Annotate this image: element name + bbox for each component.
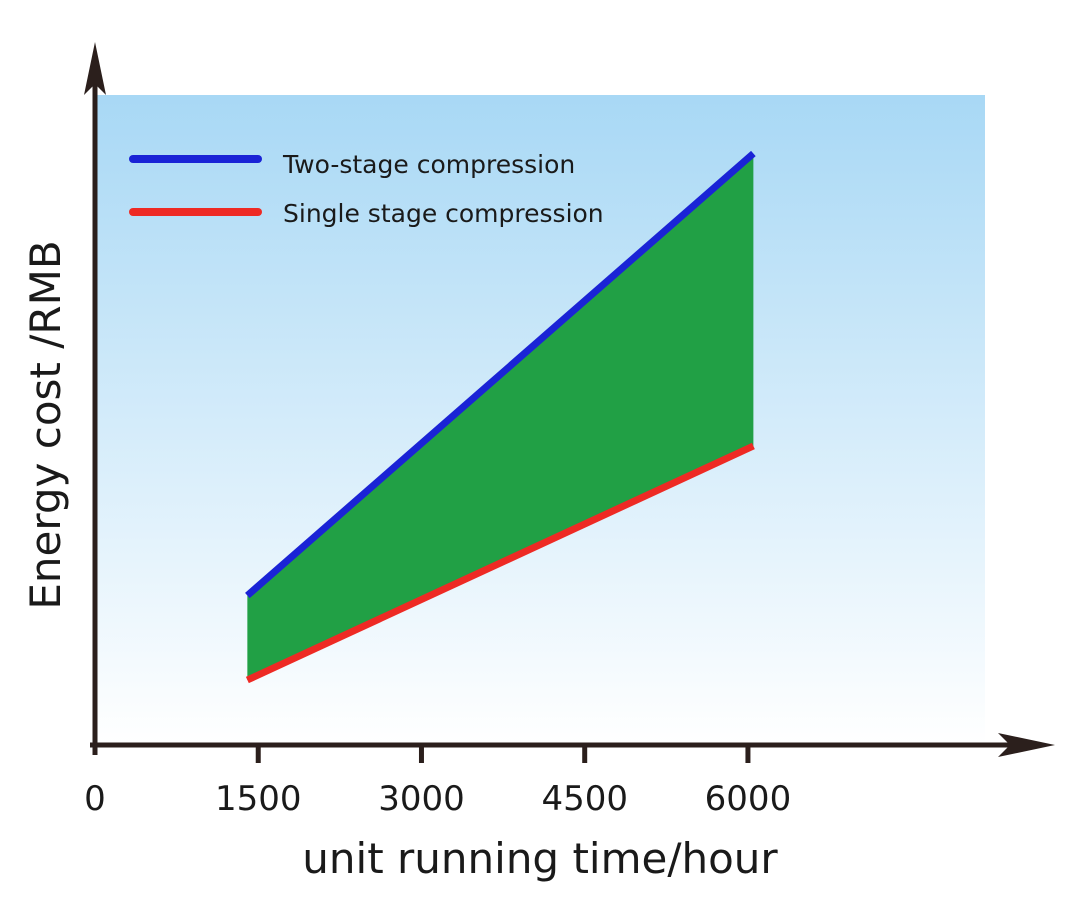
x-tick-label-3000: 3000: [378, 779, 465, 819]
origin-label: 0: [84, 779, 106, 819]
legend-label-single-stage: Single stage compression: [283, 199, 604, 228]
x-tick-label-6000: 6000: [705, 779, 792, 819]
x-tick-label-4500: 4500: [541, 779, 628, 819]
x-ticks: [255, 745, 751, 763]
y-axis-arrowhead: [84, 42, 106, 95]
legend: Two-stage compression Single stage compr…: [129, 150, 604, 228]
savings-fill-area: [247, 153, 754, 680]
y-axis-title: Energy cost /RMB: [21, 240, 70, 609]
x-tick-label-1500: 1500: [215, 779, 302, 819]
x-axis-arrowhead: [998, 733, 1055, 757]
legend-label-two-stage: Two-stage compression: [282, 150, 575, 179]
series-line-two-stage-compression: [245, 150, 756, 599]
x-axis-title: unit running time/hour: [302, 834, 778, 883]
x-tick-labels: 1500 3000 4500 6000: [215, 779, 791, 819]
series-line-single-stage-compression: [245, 442, 755, 684]
